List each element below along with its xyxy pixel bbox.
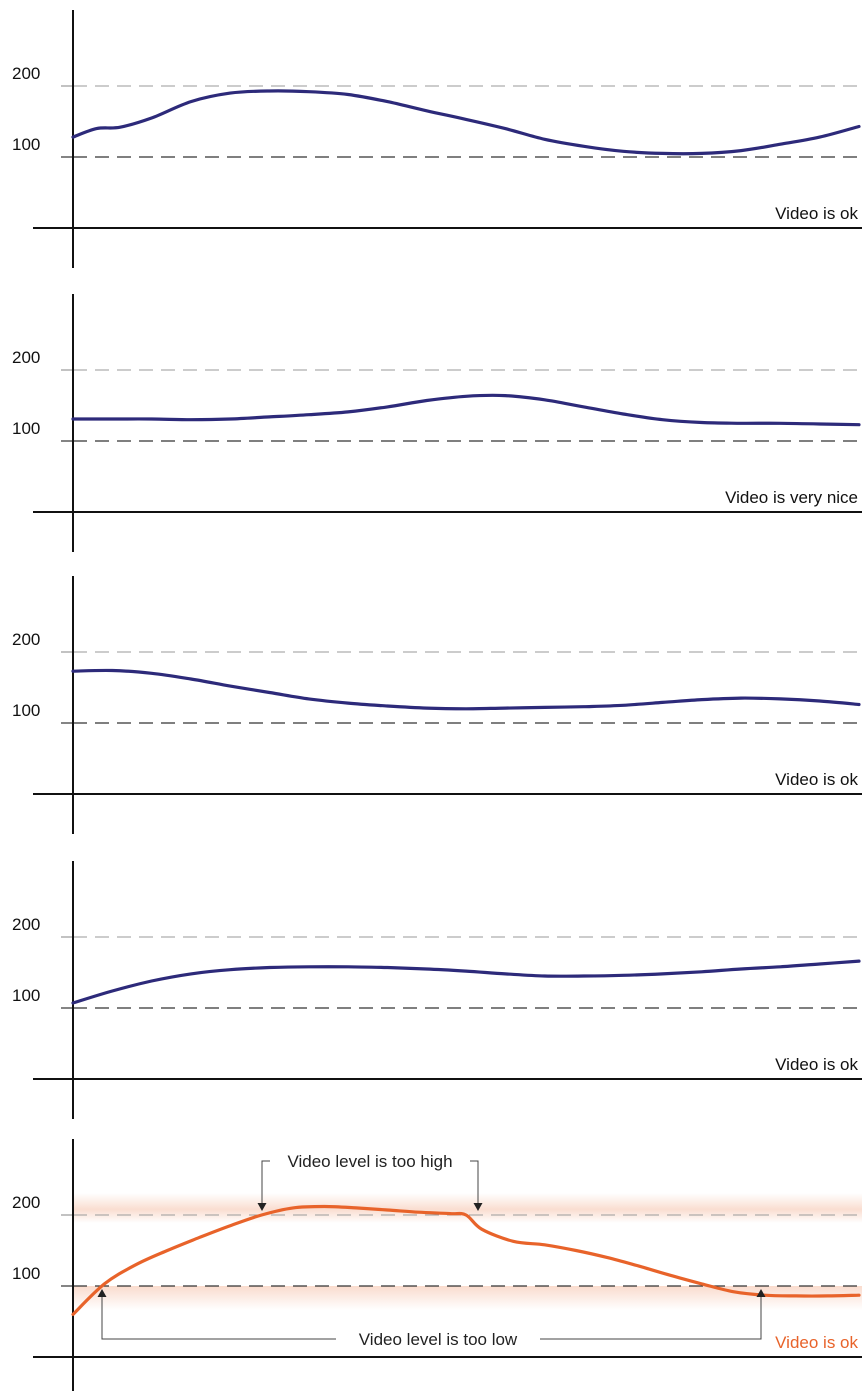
status-label: Video is ok — [775, 1333, 858, 1352]
tick-label-200: 200 — [12, 64, 40, 83]
tick-label-200: 200 — [12, 348, 40, 367]
chart-panel-4: 100 200 Video is ok — [12, 861, 862, 1119]
annotation-arrowhead — [756, 1289, 766, 1297]
too-high-bracket-right — [470, 1160, 479, 1209]
tick-label-100: 100 — [12, 701, 40, 720]
too-high-annotation: Video level is too high — [287, 1152, 452, 1171]
chart-panel-5: 100 200 Video is ok Video level is too high… — [12, 1139, 862, 1391]
too-low-bracket-left — [101, 1294, 336, 1340]
tick-label-100: 100 — [12, 135, 40, 154]
status-label: Video is very nice — [725, 488, 858, 507]
tick-label-100: 100 — [12, 1264, 40, 1283]
video-level-line — [71, 668, 861, 711]
too-low-band — [73, 1286, 862, 1310]
annotation-arrowhead — [97, 1289, 107, 1297]
tick-label-200: 200 — [12, 630, 40, 649]
chart-panel-1: 100 200 Video is ok — [12, 10, 862, 268]
video-level-line — [71, 1204, 861, 1316]
too-high-band — [73, 1193, 862, 1223]
too-low-bracket-right — [540, 1294, 762, 1340]
status-label: Video is ok — [775, 204, 858, 223]
tick-label-200: 200 — [12, 1193, 40, 1212]
video-level-line — [71, 89, 861, 156]
status-label: Video is ok — [775, 1055, 858, 1074]
annotation-arrowhead — [473, 1203, 483, 1211]
chart-panel-2: 100 200 Video is very nice — [12, 294, 862, 552]
annotation-arrowhead — [257, 1203, 267, 1211]
tick-label-200: 200 — [12, 915, 40, 934]
video-level-line — [71, 959, 861, 1005]
tick-label-100: 100 — [12, 986, 40, 1005]
too-high-bracket-left — [261, 1160, 270, 1209]
tick-label-100: 100 — [12, 419, 40, 438]
video-level-line — [71, 393, 861, 427]
too-low-annotation: Video level is too low — [359, 1330, 518, 1349]
chart-panel-3: 100 200 Video is ok — [12, 576, 862, 834]
status-label: Video is ok — [775, 770, 858, 789]
